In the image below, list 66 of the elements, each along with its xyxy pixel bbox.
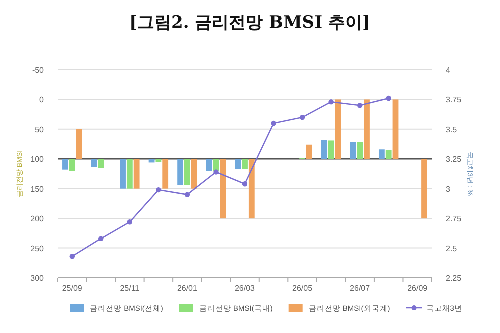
y-tick-label: 100 [30, 155, 45, 164]
point [271, 120, 276, 126]
point [300, 114, 306, 120]
bar [235, 159, 242, 170]
y-tick-label: 50 [35, 125, 45, 134]
x-tick-label: 26/09 [408, 284, 428, 293]
y2-tick-label: 4 [446, 66, 451, 75]
y-tick-label: 250 [30, 244, 45, 254]
point [127, 220, 133, 225]
bar [328, 140, 334, 160]
y2-tick-label: 2.75 [446, 214, 462, 224]
point [184, 192, 190, 198]
y2-tick-label: 2.25 [446, 274, 462, 283]
y2-tick-label: 2.5 [446, 244, 458, 254]
x-tick-label: 26/01 [177, 284, 198, 293]
bar [91, 159, 98, 168]
point [70, 254, 75, 260]
point [357, 103, 363, 108]
bar [248, 159, 255, 219]
y-tick-label: 150 [30, 184, 45, 194]
bar [220, 159, 226, 219]
x-tick-label: 25/11 [120, 284, 140, 293]
bar [350, 142, 356, 160]
bar [62, 159, 68, 170]
bar [321, 140, 328, 160]
point [214, 170, 219, 175]
bar [98, 159, 104, 168]
x-tick-label: 26/03 [234, 284, 256, 293]
bar [191, 159, 198, 189]
bar [392, 100, 399, 160]
bar [364, 100, 370, 160]
bar [76, 129, 82, 160]
bar [357, 142, 364, 160]
y2-tick-label: 3.75 [446, 96, 462, 105]
bar [335, 100, 342, 160]
x-tick-label: 25/09 [62, 284, 83, 293]
bar [69, 159, 76, 172]
point [328, 99, 334, 105]
point [242, 182, 248, 187]
bar [178, 159, 184, 186]
bar [134, 159, 140, 189]
y2-tick-label: 3 [446, 184, 451, 194]
bar [386, 150, 392, 160]
bar [242, 159, 248, 170]
point [156, 187, 162, 193]
chart-title: [그림2. 금리전망 BMSI 추이] [129, 13, 371, 33]
y2-tick-label: 3.5 [446, 125, 458, 134]
bar [184, 159, 190, 186]
bar [306, 144, 312, 160]
y-tick-label: -50 [32, 66, 45, 75]
y-tick-label: 200 [30, 214, 45, 224]
bar [120, 159, 126, 189]
x-tick-label: 26/07 [350, 284, 371, 293]
x-tick-label: 26/05 [292, 284, 314, 293]
bar [156, 159, 162, 162]
bar [162, 159, 169, 189]
bar [422, 159, 428, 219]
y-tick-label: 300 [30, 274, 45, 283]
bar [206, 159, 212, 172]
bar [126, 159, 133, 189]
bar [378, 150, 385, 160]
point [98, 236, 104, 242]
point [386, 96, 392, 102]
bar [148, 159, 155, 163]
y-tick-label: 0 [40, 96, 45, 105]
y2-tick-label: 3.25 [446, 155, 462, 164]
